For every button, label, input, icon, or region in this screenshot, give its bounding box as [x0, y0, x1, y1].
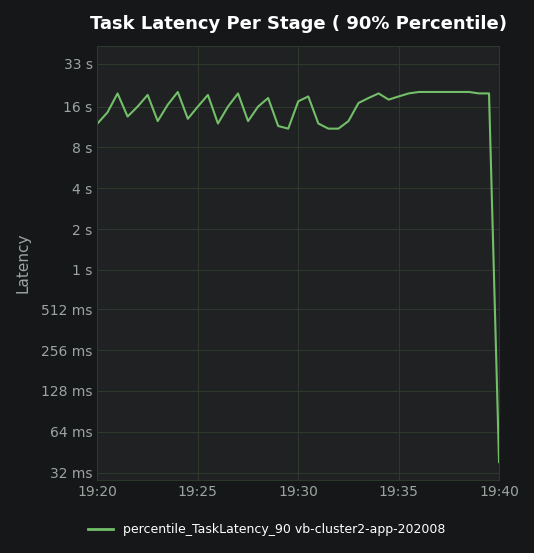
Y-axis label: Latency: Latency — [15, 233, 30, 293]
Title: Task Latency Per Stage ( 90% Percentile): Task Latency Per Stage ( 90% Percentile) — [90, 15, 507, 33]
Legend: percentile_TaskLatency_90 vb-cluster2-app-202008: percentile_TaskLatency_90 vb-cluster2-ap… — [83, 518, 451, 541]
